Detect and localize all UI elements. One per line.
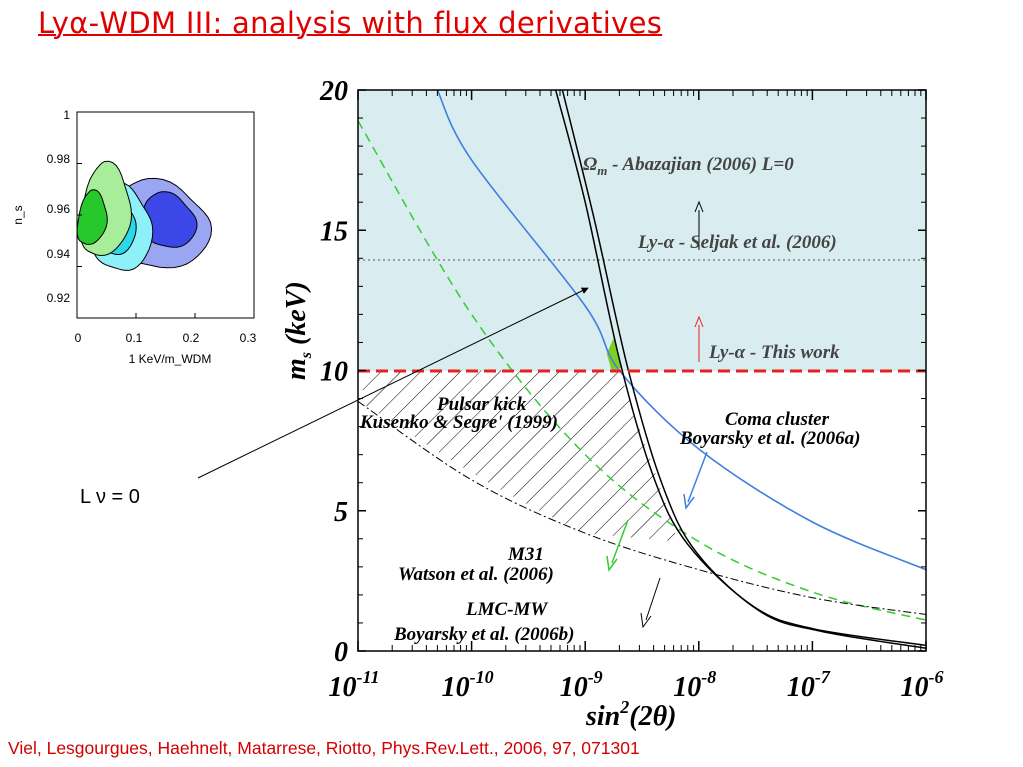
lnu-zero-callout: L ν = 0 — [80, 486, 140, 508]
seljak-label: Ly-α - Seljak et al. (2006) — [637, 232, 837, 253]
main-x-label: sin2(2θ) — [585, 697, 676, 732]
abazajian-label: Ωm - Abazajian (2006) L=0 — [583, 154, 794, 178]
excluded-region — [358, 90, 926, 371]
main-x-tick-label: 10-6 — [901, 667, 944, 703]
allowed-window-fill — [606, 336, 622, 371]
inset-y-tick-092: 0.92 — [47, 291, 71, 305]
seljak-arrowhead — [694, 200, 704, 213]
pulsar-kick-label-1: Pulsar kick — [436, 394, 527, 415]
citation: Viel, Lesgourgues, Haehnelt, Matarrese, … — [8, 738, 640, 758]
main-chart: 0 5 10 15 20 10-11 10-10 10-9 10-8 10-7 10-6 Ωm - … — [281, 76, 944, 732]
coma-arrowhead — [683, 493, 695, 510]
slide-title: Lyα-WDM III: analysis with flux derivati… — [38, 6, 663, 40]
this-work-arrowhead — [694, 315, 704, 328]
main-x-tick-label: 10-10 — [442, 667, 494, 703]
inset-chart: 1 0.98 0.96 0.94 0.92 0 0.1 0.2 0.3 1 Ke… — [11, 108, 257, 366]
inset-x-tick-0: 0 — [75, 331, 82, 345]
inset-y-tick-098: 0.98 — [47, 152, 71, 166]
inset-x-tick-01: 0.1 — [126, 331, 143, 345]
coma-label-1: Coma cluster — [725, 409, 830, 430]
pulsar-kick-hatch — [362, 370, 678, 542]
main-y-tick-label: 5 — [334, 497, 348, 528]
main-y-label: ms (keV) — [281, 281, 315, 380]
lmc-arrowhead — [640, 612, 652, 629]
main-x-tick-label: 10-7 — [787, 667, 831, 703]
inset-x-label: 1 KeV/m_WDM — [129, 352, 212, 366]
m31-arrowhead — [606, 555, 618, 572]
lmc-curve — [358, 400, 926, 615]
m31-label-1: M31 — [507, 544, 544, 565]
inset-contours — [77, 160, 213, 271]
main-y-tick-label: 10 — [320, 357, 348, 388]
inset-y-tick-1: 1 — [63, 108, 70, 122]
coma-label-2: Boyarsky et al. (2006a) — [679, 428, 860, 449]
main-y-tick-label: 20 — [319, 76, 348, 107]
callout-line — [197, 287, 589, 479]
lmc-label-1: LMC-MW — [465, 599, 548, 620]
pulsar-kick-label-2: Kusenko & Segre' (1999) — [359, 412, 558, 433]
main-y-tick-label: 0 — [334, 637, 348, 668]
coma-arrow — [687, 451, 708, 503]
main-x-tick-label: 10-11 — [328, 667, 379, 703]
m31-arrow — [611, 519, 629, 564]
inset-y-tick-094: 0.94 — [47, 247, 71, 261]
contour-green-inner — [77, 189, 108, 245]
main-x-tick-label: 10-9 — [560, 667, 603, 703]
abazajian-curve-upper — [554, 90, 926, 647]
m31-label-2: Watson et al. (2006) — [398, 564, 554, 585]
m31-curve — [358, 120, 926, 621]
abazajian-curve-lower — [561, 90, 926, 649]
inset-x-tick-03: 0.3 — [240, 331, 257, 345]
main-ticks: 0 5 10 15 20 10-11 10-10 10-9 10-8 10-7 10-6 — [319, 76, 944, 703]
main-y-tick-label: 15 — [320, 216, 348, 247]
inset-y-tick-096: 0.96 — [47, 202, 71, 216]
inset-x-tick-02: 0.2 — [183, 331, 200, 345]
main-x-tick-label: 10-8 — [673, 667, 716, 703]
this-work-label: Ly-α - This work — [708, 342, 840, 363]
inset-ticks — [76, 111, 255, 319]
lmc-label-2: Boyarsky et al. (2006b) — [393, 624, 574, 645]
lmc-arrow — [645, 577, 661, 621]
inset-y-label: n_s — [11, 205, 25, 224]
